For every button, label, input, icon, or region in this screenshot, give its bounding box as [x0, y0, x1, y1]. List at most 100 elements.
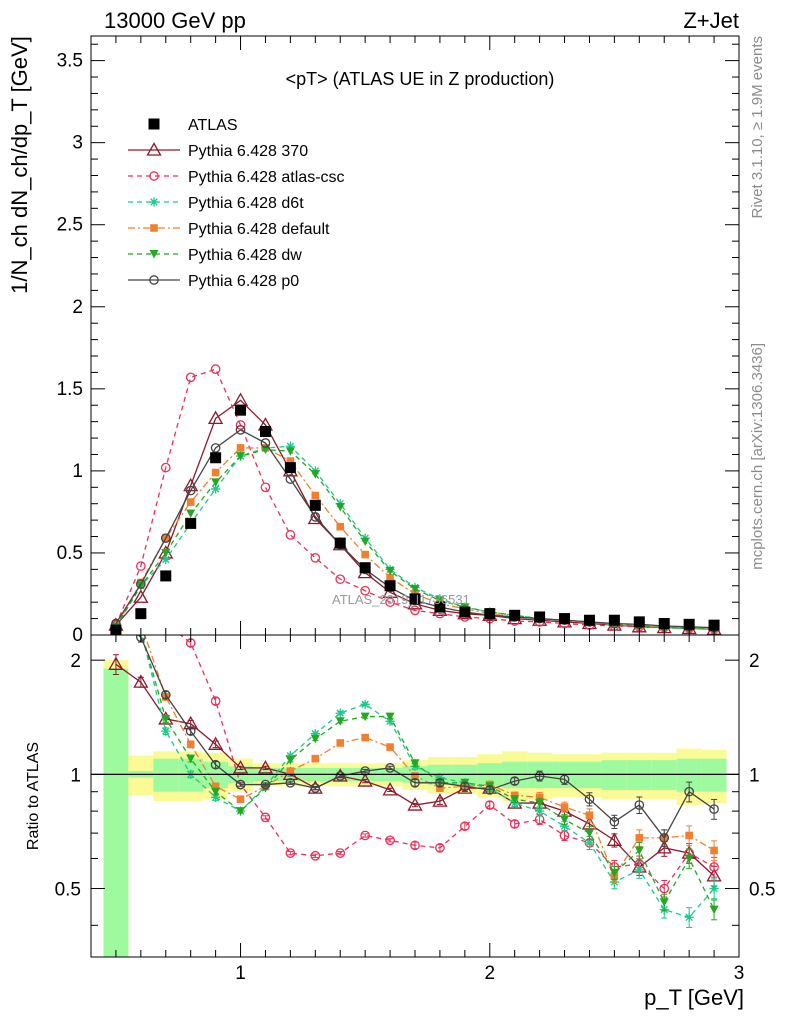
- ratio-series-point: [260, 812, 271, 823]
- ratio-tick-label: 2: [70, 651, 81, 672]
- main-series-point: [335, 502, 345, 512]
- ratio-series-point: [210, 696, 221, 706]
- ratio-series-point: [584, 829, 594, 838]
- ratio-series-point: [656, 840, 672, 854]
- ratio-series-point: [634, 865, 644, 875]
- ratio-series-point: [560, 815, 570, 825]
- ratio-series-point: [634, 800, 645, 810]
- atlas-data-point: [135, 608, 147, 620]
- ratio-series-point: [685, 831, 693, 840]
- ratio-series-point: [310, 783, 321, 793]
- main-series-point: [236, 444, 245, 452]
- ratio-series-point: [510, 795, 520, 804]
- stat-band-bin: [153, 758, 179, 792]
- ratio-series-point: [435, 777, 445, 788]
- ratio-series-point: [186, 740, 195, 749]
- atlas-data-point: [559, 613, 571, 625]
- legend-marker: [150, 224, 158, 232]
- main-series-point: [135, 561, 146, 571]
- main-series-point: [211, 468, 220, 477]
- ratio-series-point: [360, 712, 370, 722]
- main-series-point: [161, 548, 171, 558]
- legend-marker: [149, 171, 159, 181]
- ratio-series-point: [211, 787, 221, 797]
- ratio-series-point: [410, 759, 420, 768]
- main-series-point: [186, 509, 196, 519]
- legend-marker: [148, 118, 160, 130]
- ratio-series-point: [310, 729, 320, 739]
- ratio-series-point: [310, 734, 320, 744]
- atlas-data-point: [708, 619, 720, 631]
- ratio-series-point: [684, 786, 695, 797]
- ratio-series-point: [585, 811, 594, 820]
- legend: ATLAS Pythia 6.428 370 Pythia 6.428 atlas-…: [128, 117, 345, 290]
- ratio-tick-label-right: 1: [749, 765, 760, 786]
- atlas-data-point: [583, 614, 595, 626]
- mcplots-label: mcplots.cern.ch [arXiv:1306.3436]: [749, 343, 766, 570]
- atlas-data-point: [309, 499, 321, 511]
- stat-band-bin: [651, 760, 677, 790]
- rivet-label: Rivet 3.1.10, ≥ 1.9M events: [749, 36, 766, 219]
- stat-band-bin: [626, 760, 652, 790]
- ratio-series-point: [659, 883, 670, 894]
- ratio-series-point: [410, 777, 420, 788]
- y-axis-title: 1/N_ch dN_ch/dp_T [GeV]: [7, 36, 32, 294]
- main-series-point: [335, 574, 346, 585]
- x-tick-label: 2: [484, 963, 495, 984]
- ratio-series-point: [635, 834, 644, 842]
- atlas-data-point: [484, 608, 496, 620]
- ratio-series-point: [659, 833, 670, 843]
- main-series-point: [310, 553, 321, 563]
- ratio-series-point: [385, 716, 395, 726]
- ratio-series-point: [410, 840, 420, 851]
- ratio-series-point: [484, 800, 495, 810]
- ratio-series-point: [710, 846, 718, 855]
- main-series-point: [210, 443, 221, 453]
- atlas-data-point: [235, 404, 247, 416]
- ratio-series-point: [210, 759, 221, 770]
- ratio-series-point: [335, 708, 345, 718]
- main-series-point: [185, 372, 196, 383]
- atlas-data-point: [658, 618, 670, 630]
- main-series-point: [185, 485, 196, 496]
- main-series-point: [410, 585, 420, 594]
- main-series-point: [210, 364, 221, 374]
- ratio-series-point: [211, 782, 220, 791]
- ratio-series-point: [108, 656, 124, 670]
- ratio-series-point: [361, 733, 369, 742]
- ratio-series-point: [236, 795, 245, 804]
- ratio-series-point: [432, 793, 448, 807]
- main-series-point: [285, 474, 296, 484]
- ratio-series-point: [162, 619, 170, 627]
- ratio-series-point: [186, 754, 196, 764]
- ratio-series-point: [534, 771, 545, 781]
- ratio-series-point: [160, 690, 171, 700]
- ratio-series-point: [260, 779, 271, 790]
- main-series-point: [286, 457, 295, 465]
- ratio-series-point: [285, 751, 295, 761]
- y-tick-label: 1.5: [57, 379, 83, 400]
- ratio-series-point: [559, 774, 570, 785]
- x-tick-label: 1: [235, 963, 246, 984]
- ratio-series-point: [257, 760, 274, 774]
- legend-label: Pythia 6.428 atlas-csc: [188, 169, 345, 186]
- ratio-series-point: [560, 803, 569, 811]
- ratio-series-point: [311, 754, 320, 763]
- ratio-series-point: [236, 807, 246, 816]
- ratio-series-point: [411, 772, 419, 780]
- main-series-point: [135, 579, 146, 589]
- ratio-tick-label: 1: [70, 765, 81, 786]
- atlas-data-point: [534, 611, 546, 623]
- main-series-point: [410, 605, 420, 616]
- ratio-series-point: [185, 726, 196, 736]
- y-tick-label: 2: [72, 297, 83, 318]
- header-right: Z+Jet: [683, 8, 739, 33]
- ratio-series-point: [436, 784, 444, 792]
- ratio-series-point: [484, 785, 495, 795]
- ratio-series-point: [459, 821, 470, 832]
- main-series-point: [360, 585, 371, 596]
- main-panel: [108, 364, 722, 635]
- atlas-data-point: [459, 606, 471, 618]
- ratio-series-line: [144, 635, 715, 878]
